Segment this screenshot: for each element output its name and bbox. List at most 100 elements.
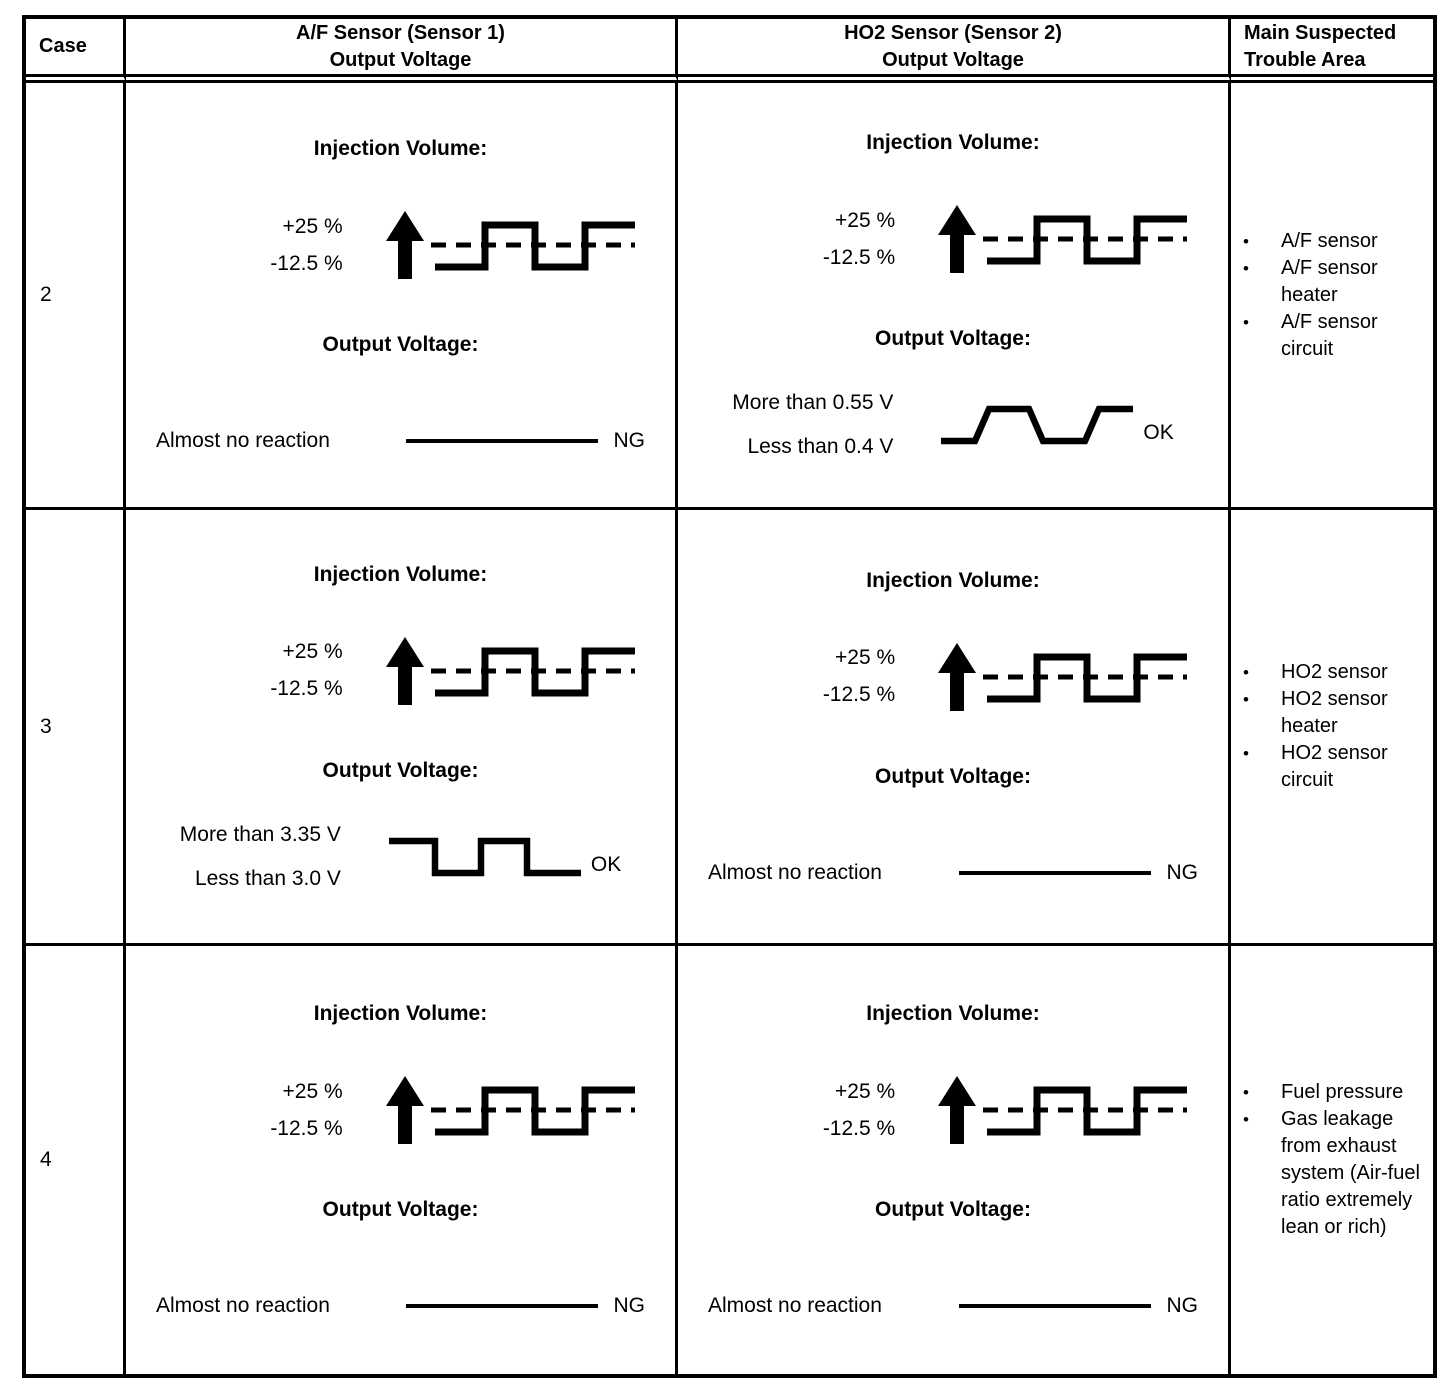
- ho2-cell-case3: Injection Volume: +25 % -12.5 % Output V…: [678, 510, 1231, 946]
- header-trouble-area-label: Main Suspected Trouble Area: [1244, 21, 1397, 71]
- header-af-sensor: A/F Sensor (Sensor 1) Output Voltage: [126, 19, 678, 83]
- square-wave: [434, 647, 635, 696]
- result-text: Almost no reaction: [708, 1294, 882, 1317]
- up-arrow-icon: [385, 636, 424, 705]
- header-ho2-sensor: HO2 Sensor (Sensor 2) Output Voltage: [678, 19, 1231, 83]
- header-ho2-sensor-label: HO2 Sensor (Sensor 2) Output Voltage: [844, 21, 1062, 71]
- plus-25-label: +25 %: [282, 640, 343, 663]
- trouble-item: • A/F sensor: [1243, 228, 1425, 255]
- case-number: 2: [40, 283, 52, 306]
- up-arrow-icon: [385, 1076, 424, 1144]
- injection-waveform: [385, 1076, 635, 1144]
- trouble-text: Fuel pressure: [1281, 1081, 1404, 1103]
- verdict-label: OK: [590, 852, 622, 876]
- plus-25-label: +25 %: [282, 1079, 343, 1103]
- output-voltage-title: Output Voltage:: [322, 758, 479, 782]
- trouble-item: • Fuel pressure: [1243, 1079, 1425, 1106]
- plus-25-label: +25 %: [835, 1079, 896, 1103]
- up-arrow-icon: [938, 1076, 977, 1144]
- minus-12-label: -12.5 %: [822, 1116, 896, 1140]
- injection-volume-title: Injection Volume:: [313, 562, 488, 586]
- minus-12-label: -12.5 %: [270, 677, 343, 700]
- injection-volume-labels: +25 % -12.5 %: [823, 1080, 895, 1141]
- header-trouble-area: Main Suspected Trouble Area: [1231, 19, 1433, 83]
- bullet-icon: •: [1243, 1083, 1249, 1102]
- output-result-ng: Almost no reaction NG: [678, 861, 1228, 885]
- trouble-item: • Gas leakage from exhaust system (Air-f…: [1243, 1106, 1425, 1241]
- plus-25-label: +25 %: [835, 208, 896, 232]
- bullet-icon: •: [1243, 231, 1249, 251]
- injection-waveform: [385, 636, 635, 705]
- trouble-item: • HO2 sensor: [1243, 659, 1425, 686]
- less-than-label: Less than 0.4 V: [747, 435, 894, 458]
- verdict-label: NG: [613, 429, 646, 452]
- injection-waveform-block: +25 % -12.5 %: [823, 1072, 1188, 1148]
- injection-waveform: [938, 1076, 1188, 1144]
- injection-volume-labels: +25 % -12.5 %: [270, 215, 342, 276]
- injection-volume-title: Injection Volume:: [866, 131, 1040, 154]
- flat-line: [958, 1304, 1151, 1308]
- bullet-icon: •: [1243, 663, 1249, 682]
- output-result-ng: Almost no reaction NG: [126, 429, 675, 453]
- verdict-label: NG: [1166, 1294, 1199, 1317]
- bullet-icon: •: [1243, 690, 1249, 709]
- trouble-cell-case2: • A/F sensor • A/F sensor heater • A/F s…: [1231, 83, 1433, 510]
- square-wave-high-start: [388, 837, 581, 876]
- injection-volume-labels: +25 % -12.5 %: [823, 209, 895, 270]
- injection-waveform-block: +25 % -12.5 %: [270, 1072, 635, 1148]
- plus-25-label: +25 %: [282, 214, 343, 238]
- more-than-label: More than 3.35 V: [179, 822, 341, 846]
- trapezoid-wave: [941, 405, 1134, 445]
- injection-volume-title: Injection Volume:: [313, 137, 488, 160]
- minus-12-label: -12.5 %: [822, 245, 896, 269]
- plus-25-label: +25 %: [835, 646, 896, 669]
- header-case: Case: [26, 19, 126, 83]
- output-voltage-title: Output Voltage:: [875, 764, 1031, 788]
- case-number: 4: [40, 1148, 52, 1171]
- trouble-item: • HO2 sensor circuit: [1243, 740, 1425, 794]
- square-wave: [434, 221, 635, 271]
- injection-volume-title: Injection Volume:: [313, 1002, 488, 1025]
- trouble-text: A/F sensor circuit: [1281, 310, 1378, 360]
- injection-volume-title: Injection Volume:: [866, 568, 1040, 592]
- result-text: Almost no reaction: [156, 429, 330, 452]
- injection-volume-labels: +25 % -12.5 %: [823, 646, 895, 707]
- square-wave: [434, 1086, 635, 1136]
- square-wave: [987, 653, 1188, 702]
- bullet-icon: •: [1243, 258, 1249, 278]
- flat-line: [405, 1304, 598, 1308]
- injection-waveform-block: +25 % -12.5 %: [270, 207, 635, 283]
- minus-12-label: -12.5 %: [270, 1116, 343, 1140]
- minus-12-label: -12.5 %: [270, 251, 343, 275]
- case-number-cell: 2: [26, 83, 126, 510]
- square-wave: [987, 1086, 1188, 1136]
- injection-waveform-block: +25 % -12.5 %: [270, 633, 635, 709]
- output-voltage-title: Output Voltage:: [875, 327, 1031, 350]
- flat-line: [958, 870, 1151, 875]
- output-voltage-title: Output Voltage:: [875, 1198, 1031, 1221]
- minus-12-label: -12.5 %: [822, 683, 896, 706]
- up-arrow-icon: [938, 205, 977, 273]
- trouble-text: A/F sensor: [1281, 229, 1378, 252]
- trouble-cell-case3: • HO2 sensor • HO2 sensor heater • HO2 s…: [1231, 510, 1433, 946]
- ho2-cell-case4: Injection Volume: +25 % -12.5 % Output V…: [678, 946, 1231, 1374]
- header-case-label: Case: [39, 35, 87, 57]
- ho2-cell-case2: Injection Volume: +25 % -12.5 % Output V…: [678, 83, 1231, 510]
- output-ok-waveform: [941, 405, 1134, 445]
- trouble-item: • A/F sensor circuit: [1243, 309, 1425, 363]
- injection-waveform-block: +25 % -12.5 %: [823, 639, 1188, 715]
- verdict-label: OK: [1143, 421, 1174, 444]
- af-cell-case3: Injection Volume: +25 % -12.5 % Output V…: [126, 510, 678, 946]
- output-result-ok: More than 0.55 V Less than 0.4 V OK: [732, 391, 1173, 459]
- trouble-text: A/F sensor heater: [1281, 256, 1378, 306]
- verdict-label: NG: [1166, 860, 1199, 884]
- trouble-text: HO2 sensor: [1281, 661, 1388, 683]
- trouble-item: • HO2 sensor heater: [1243, 686, 1425, 740]
- bullet-icon: •: [1243, 744, 1249, 763]
- output-result-ok: More than 3.35 V Less than 3.0 V OK: [180, 823, 621, 891]
- flat-line: [405, 439, 598, 443]
- trouble-text: HO2 sensor circuit: [1281, 742, 1388, 791]
- voltage-threshold-labels: More than 0.55 V Less than 0.4 V: [732, 391, 893, 459]
- af-cell-case2: Injection Volume: +25 % -12.5 % Output V…: [126, 83, 678, 510]
- bullet-icon: •: [1243, 1110, 1249, 1129]
